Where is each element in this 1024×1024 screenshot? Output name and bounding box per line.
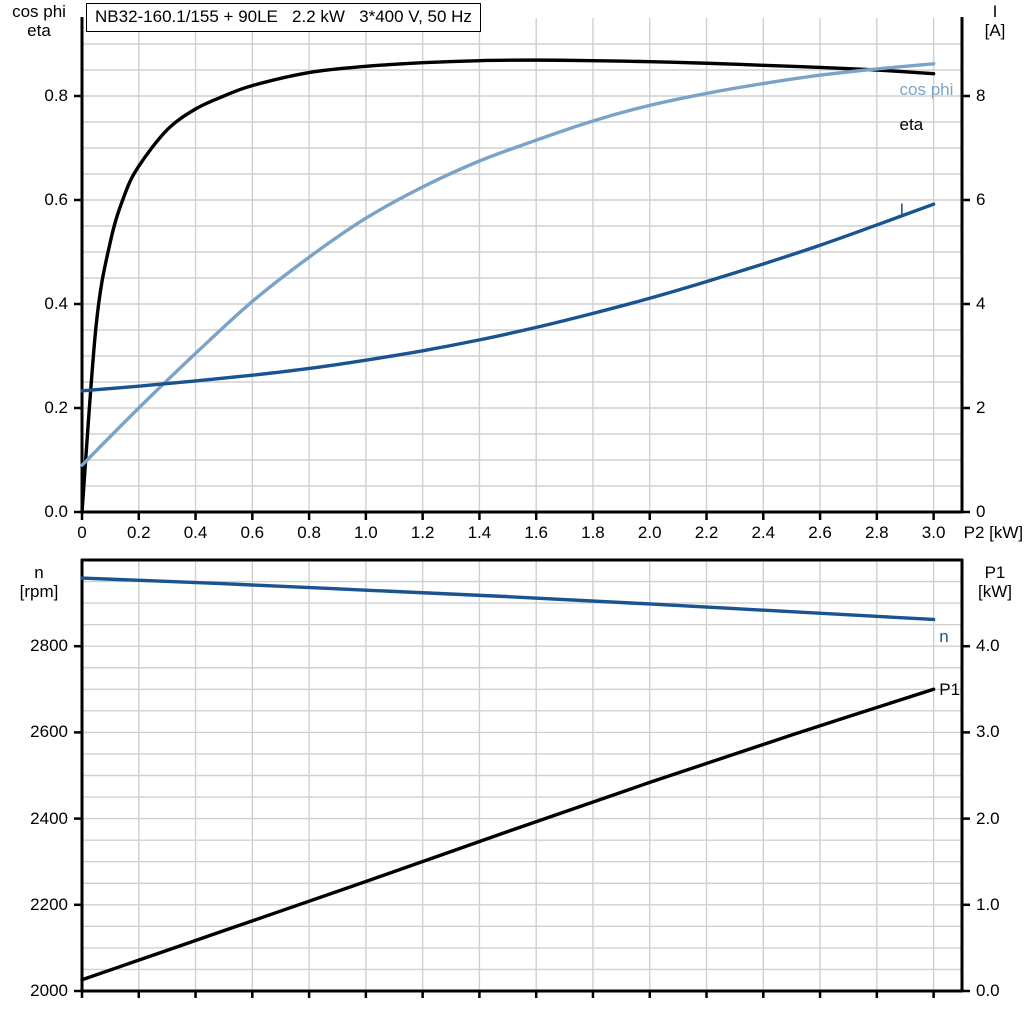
top-left-axis-title: cos phi eta [12, 2, 66, 40]
top-x-tick: 2.6 [808, 523, 832, 542]
curve-n [80, 576, 936, 622]
top-x-tick: 2.4 [751, 523, 776, 542]
top-x-tick: 0.6 [240, 523, 265, 542]
top-x-tick: 0.2 [126, 523, 151, 542]
bottom-left-tick: 2600 [30, 722, 68, 742]
top-x-tick: 1.6 [524, 523, 548, 542]
bottom-left-tick: 2800 [30, 636, 68, 656]
top-chart-panel: cos phi eta I [A] NB32-160.1/155 + 90LE … [12, 2, 1024, 542]
chart-title: NB32-160.1/155 + 90LE 2.2 kW 3*400 V, 50… [86, 3, 481, 32]
top-x-tick: 0.4 [183, 523, 208, 542]
top-left-tick: 0.0 [44, 502, 68, 521]
top-right-tick: 0 [976, 502, 986, 521]
bottom-right-axis-title: P1 [kW] [978, 563, 1012, 601]
curve-P1 [80, 687, 936, 982]
top-x-tick: 2.8 [865, 523, 889, 542]
top-right-axis-title: I [A] [984, 2, 1006, 40]
curve-label-cos-phi: cos phi [899, 80, 954, 99]
top-x-tick: 1.8 [581, 523, 605, 542]
top-left-tick: 0.2 [44, 398, 68, 417]
curve-label-p1: P1 [939, 680, 961, 699]
curve-label-current: I [899, 200, 905, 219]
bottom-left-tick: 2400 [30, 808, 68, 828]
curve-label-speed: n [939, 627, 949, 646]
bottom-chart-svg [74, 558, 970, 998]
top-x-tick: 0 [77, 523, 87, 542]
top-chart-svg [74, 17, 970, 520]
bottom-chart-panel: n [rpm] P1 [kW] 2000 2200 2400 2600 2800 0.0 1… [0, 545, 1024, 1024]
curve-label-eta: eta [899, 115, 924, 134]
top-right-tick: 8 [976, 86, 986, 105]
bottom-left-tick: 2200 [30, 894, 68, 914]
top-left-tick: 0.4 [44, 294, 68, 313]
curve-eta [80, 58, 936, 514]
bottom-left-axis-title: n [rpm] [19, 563, 59, 601]
top-right-tick: 6 [976, 190, 986, 209]
top-right-tick: 2 [976, 398, 986, 417]
bottom-right-tick: 2.0 [976, 808, 1000, 828]
top-x-axis-title: P2 [kW] [963, 523, 1024, 542]
bottom-left-tick: 2000 [30, 981, 68, 1000]
top-x-tick: 2.0 [637, 523, 662, 542]
bottom-right-tick: 1.0 [976, 894, 1000, 914]
top-left-tick: 0.8 [44, 86, 68, 105]
curve-cos-phi [80, 62, 936, 467]
top-x-tick: 2.2 [694, 523, 719, 542]
top-x-tick: 1.0 [354, 523, 378, 542]
bottom-right-tick: 3.0 [976, 722, 1000, 742]
top-x-tick: 1.4 [467, 523, 492, 542]
top-x-tick: 1.2 [410, 523, 435, 542]
bottom-right-tick: 0.0 [976, 981, 1000, 1000]
top-x-tick: 0.8 [297, 523, 321, 542]
curve-I [80, 202, 936, 393]
top-right-tick: 4 [976, 294, 986, 313]
bottom-right-tick: 4.0 [976, 636, 1000, 656]
top-left-tick: 0.6 [44, 190, 68, 209]
top-x-tick: 3.0 [921, 523, 946, 542]
